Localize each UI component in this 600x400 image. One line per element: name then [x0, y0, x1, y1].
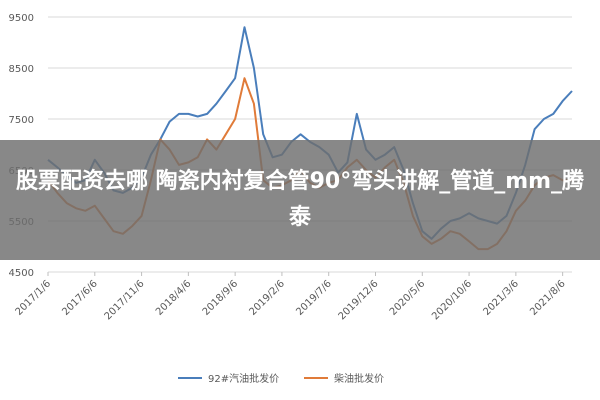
x-tick-label: 2019/2/6: [248, 278, 288, 318]
y-tick-label: 7500: [9, 115, 34, 126]
legend-label-0: 92#汽油批发价: [208, 372, 279, 385]
y-tick-label: 8500: [9, 64, 34, 75]
x-tick-label: 2018/4/6: [154, 278, 194, 318]
x-tick-label: 2021/3/6: [481, 278, 521, 318]
x-tick-label: 2021/8/6: [528, 278, 568, 318]
x-tick-label: 2017/11/6: [103, 278, 147, 322]
x-tick-label: 2017/1/6: [14, 278, 54, 318]
x-tick-label: 2019/7/6: [294, 278, 334, 318]
y-tick-label: 4500: [9, 268, 34, 279]
title-overlay-banner: 股票配资去哪 陶瓷内衬复合管90°弯头讲解_管道_mm_腾泰: [0, 140, 600, 260]
x-axis-ticks: 2017/1/6 2017/6/6 2017/11/6 2018/4/6 2018/9/…: [14, 272, 568, 322]
y-tick-label: 9500: [9, 13, 34, 24]
x-tick-label: 2020/5/6: [388, 278, 428, 318]
legend: 92#汽油批发价 柴油批发价: [178, 372, 384, 385]
legend-label-1: 柴油批发价: [334, 372, 384, 385]
x-tick-label: 2017/6/6: [60, 278, 100, 318]
x-tick-label: 2018/9/6: [201, 278, 241, 318]
overlay-title: 股票配资去哪 陶瓷内衬复合管90°弯头讲解_管道_mm_腾泰: [15, 169, 585, 230]
x-tick-label: 2019/12/6: [337, 278, 381, 322]
x-tick-label: 2020/10/6: [430, 278, 474, 322]
